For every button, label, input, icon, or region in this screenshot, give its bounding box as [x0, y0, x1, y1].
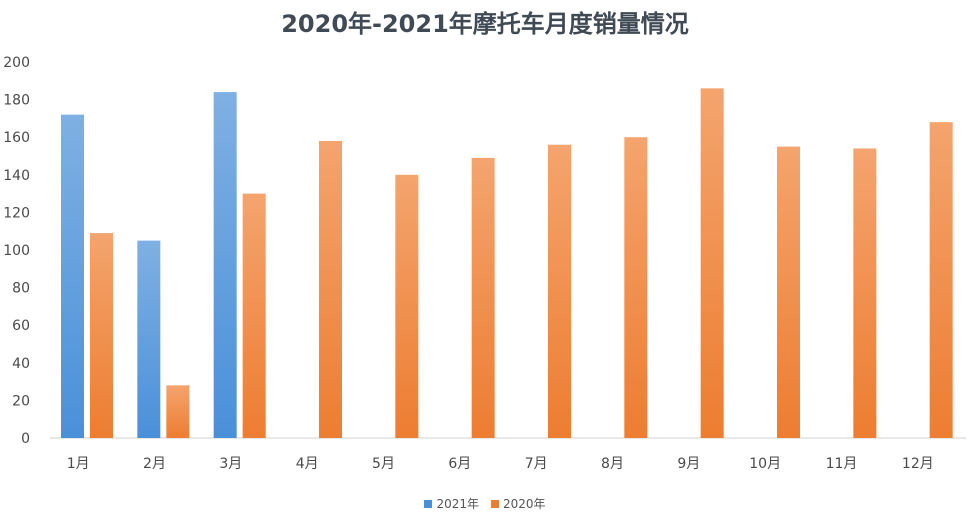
x-tick-label: 5月: [372, 456, 395, 472]
x-tick-label: 2月: [143, 456, 166, 472]
y-tick-label: 100: [3, 243, 30, 259]
bar-series-2: [700, 88, 724, 438]
legend-item: 2020年: [491, 495, 546, 512]
x-tick-label: 3月: [219, 456, 242, 472]
y-tick-label: 60: [12, 318, 30, 334]
x-tick-label: 4月: [296, 456, 319, 472]
bar-series-1: [137, 240, 161, 438]
legend-label: 2021年: [436, 497, 479, 511]
y-tick-label: 200: [3, 55, 30, 71]
x-tick-label: 8月: [601, 456, 624, 472]
bar-series-2: [853, 148, 877, 439]
x-tick-label: 7月: [525, 456, 548, 472]
x-tick-label: 11月: [826, 456, 858, 472]
bar-series-2: [90, 233, 113, 438]
y-tick-label: 140: [3, 168, 30, 184]
legend-item: 2021年: [424, 495, 479, 512]
y-tick-label: 40: [12, 356, 30, 372]
bar-series-2: [929, 122, 953, 438]
x-tick-label: 9月: [677, 456, 700, 472]
bar-series-2: [471, 157, 495, 438]
legend-swatch: [424, 499, 433, 508]
legend-label: 2020年: [503, 497, 546, 511]
y-tick-label: 20: [12, 393, 30, 409]
y-tick-label: 180: [3, 93, 30, 109]
y-tick-label: 0: [21, 431, 30, 447]
y-tick-label: 120: [3, 205, 30, 221]
bar-series-1: [61, 114, 84, 438]
y-tick-label: 80: [12, 281, 30, 297]
bar-series-2: [166, 385, 190, 438]
bar-series-2: [395, 174, 419, 439]
x-tick-label: 10月: [749, 456, 781, 472]
chart-title: 2020年-2021年摩托车月度销量情况: [281, 10, 689, 38]
bar-series-2: [242, 193, 266, 438]
y-tick-label: 160: [3, 130, 30, 146]
bar-series-2: [624, 137, 648, 438]
x-tick-label: 1月: [67, 456, 90, 472]
legend-swatch: [491, 499, 499, 508]
x-tick-label: 12月: [902, 456, 934, 472]
x-tick-label: 6月: [448, 456, 471, 472]
legend: 2021年 2020年: [0, 495, 970, 512]
bar-series-1: [213, 92, 237, 438]
bar-series-2: [777, 146, 800, 438]
bar-series-2: [548, 144, 571, 438]
bar-series-2: [319, 140, 342, 438]
